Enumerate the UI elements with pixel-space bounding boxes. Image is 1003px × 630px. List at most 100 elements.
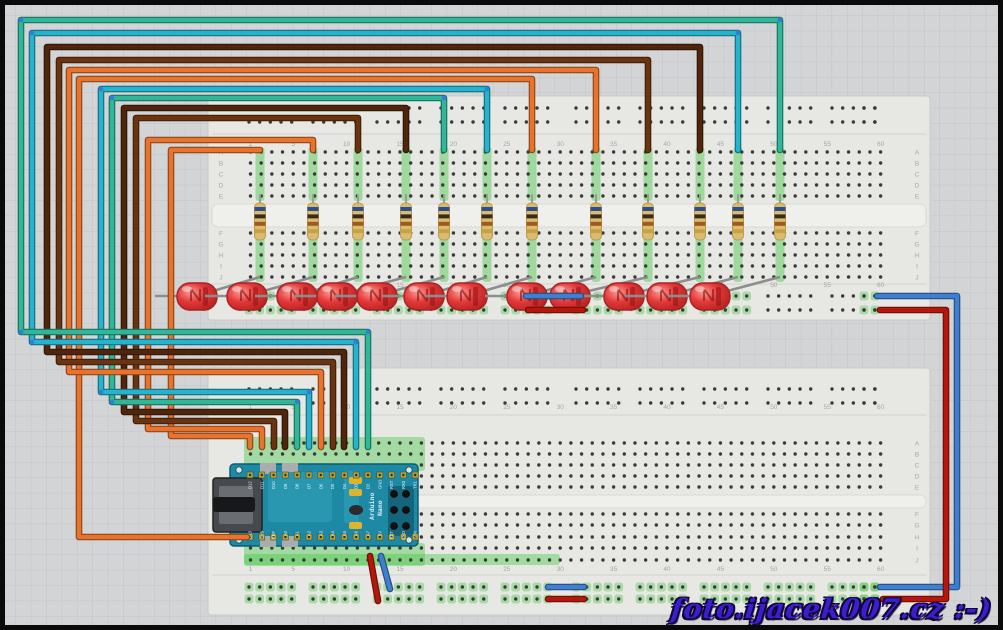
nano-pin-label: A4 bbox=[330, 530, 335, 536]
nano-pin-label: D4 bbox=[342, 483, 347, 489]
resistor[interactable] bbox=[400, 194, 412, 241]
svg-text:55: 55 bbox=[824, 141, 832, 148]
wire-bendpoint bbox=[109, 399, 115, 405]
svg-text:20: 20 bbox=[450, 141, 458, 148]
wire-led3[interactable] bbox=[132, 114, 362, 451]
nano-pin-label: D9 bbox=[283, 483, 288, 489]
svg-text:B: B bbox=[915, 160, 919, 167]
resistor[interactable] bbox=[694, 194, 706, 241]
svg-text:25: 25 bbox=[503, 566, 511, 573]
leds bbox=[155, 275, 781, 311]
svg-text:60: 60 bbox=[877, 404, 885, 411]
svg-text:C: C bbox=[915, 171, 920, 178]
svg-text:C: C bbox=[915, 462, 920, 469]
nano-pin-label: D13 bbox=[248, 530, 253, 538]
resistor[interactable] bbox=[254, 194, 266, 241]
wire-bendpoint bbox=[353, 339, 359, 345]
resistor[interactable] bbox=[642, 194, 654, 241]
svg-text:40: 40 bbox=[663, 404, 671, 411]
svg-text:45: 45 bbox=[717, 404, 725, 411]
resistor[interactable] bbox=[438, 194, 450, 241]
svg-text:10: 10 bbox=[343, 566, 351, 573]
svg-text:F: F bbox=[915, 230, 919, 237]
svg-text:E: E bbox=[915, 484, 920, 491]
wire-led1[interactable] bbox=[167, 146, 264, 451]
led[interactable] bbox=[668, 275, 781, 311]
wire-led6[interactable] bbox=[97, 85, 491, 451]
nano-pin-label: REF bbox=[271, 531, 276, 540]
nano-power-red[interactable] bbox=[366, 552, 382, 605]
resistor[interactable] bbox=[590, 194, 602, 241]
power-wires bbox=[366, 292, 961, 605]
svg-text:A: A bbox=[915, 440, 920, 447]
wire-bendpoint bbox=[18, 329, 24, 335]
nano-pin-label: 5V bbox=[377, 531, 382, 536]
wire-bendpoint bbox=[29, 339, 35, 345]
svg-text:25: 25 bbox=[503, 141, 511, 148]
svg-text:C: C bbox=[219, 171, 224, 178]
wire-led12[interactable] bbox=[17, 16, 784, 451]
svg-text:55: 55 bbox=[824, 282, 832, 289]
nano-pin-label: RST bbox=[389, 480, 394, 489]
resistor[interactable] bbox=[352, 194, 364, 241]
wire-bendpoint bbox=[365, 329, 371, 335]
wire-led2[interactable] bbox=[144, 136, 317, 451]
wire-bendpoint bbox=[735, 30, 741, 36]
nano-pin-label: A2 bbox=[307, 530, 312, 536]
resistor[interactable] bbox=[774, 194, 786, 241]
svg-text:15: 15 bbox=[396, 141, 404, 148]
svg-text:35: 35 bbox=[610, 404, 618, 411]
wire-led4[interactable] bbox=[120, 104, 410, 451]
arduino-nano[interactable]: Arduino Nano D12 D13 D11 3V3 D10 REF D9 A0 D8 A1 D7 A… bbox=[212, 463, 419, 547]
svg-text:30: 30 bbox=[557, 566, 565, 573]
svg-text:H: H bbox=[915, 252, 920, 259]
nano-pin-label: D6 bbox=[318, 483, 323, 489]
svg-text:E: E bbox=[915, 193, 920, 200]
nano-pin-label: D5 bbox=[330, 483, 335, 489]
wire-led5[interactable] bbox=[108, 94, 448, 451]
nano-pin-label: D8 bbox=[295, 483, 300, 489]
rail-link-blue-right[interactable] bbox=[873, 292, 961, 591]
svg-text:B: B bbox=[219, 160, 223, 167]
nano-pin-label: D12 bbox=[248, 481, 253, 489]
wire-bendpoint bbox=[306, 389, 312, 395]
resistor[interactable] bbox=[481, 194, 493, 241]
resistor[interactable] bbox=[732, 194, 744, 241]
resistor[interactable] bbox=[526, 194, 538, 241]
wire-led10[interactable] bbox=[43, 43, 704, 451]
led[interactable] bbox=[335, 275, 445, 311]
nano-power-blue[interactable] bbox=[377, 552, 394, 593]
svg-text:35: 35 bbox=[610, 141, 618, 148]
svg-text:5: 5 bbox=[291, 141, 295, 148]
svg-text:45: 45 bbox=[717, 566, 725, 573]
nano-pin-label: GND bbox=[377, 480, 382, 489]
wire-led7[interactable] bbox=[75, 75, 536, 541]
nano-pin-label: D10 bbox=[271, 481, 276, 489]
nano-pin-label: A3 bbox=[318, 530, 323, 536]
wire-led11[interactable] bbox=[28, 29, 742, 451]
svg-text:I: I bbox=[916, 545, 918, 552]
wire-bendpoint bbox=[954, 584, 960, 590]
svg-text:20: 20 bbox=[450, 566, 458, 573]
svg-text:15: 15 bbox=[396, 566, 404, 573]
nano-pin-label: RX0 bbox=[401, 480, 406, 489]
svg-text:1: 1 bbox=[249, 141, 253, 148]
svg-text:F: F bbox=[219, 230, 223, 237]
svg-text:60: 60 bbox=[877, 141, 885, 148]
wire-led8[interactable] bbox=[65, 66, 600, 451]
wire-led9[interactable] bbox=[55, 56, 652, 451]
led[interactable] bbox=[425, 275, 533, 311]
rail-link-red-right[interactable] bbox=[876, 306, 950, 603]
svg-text:G: G bbox=[218, 241, 223, 248]
svg-text:J: J bbox=[915, 274, 918, 281]
led[interactable] bbox=[205, 275, 314, 311]
nano-pin-label: D7 bbox=[307, 483, 312, 489]
svg-text:40: 40 bbox=[663, 566, 671, 573]
svg-text:30: 30 bbox=[557, 141, 565, 148]
wire-bendpoint bbox=[109, 95, 115, 101]
svg-text:Nano: Nano bbox=[376, 500, 384, 516]
svg-text:5: 5 bbox=[291, 566, 295, 573]
svg-text:25: 25 bbox=[503, 404, 511, 411]
resistor[interactable] bbox=[307, 194, 319, 241]
